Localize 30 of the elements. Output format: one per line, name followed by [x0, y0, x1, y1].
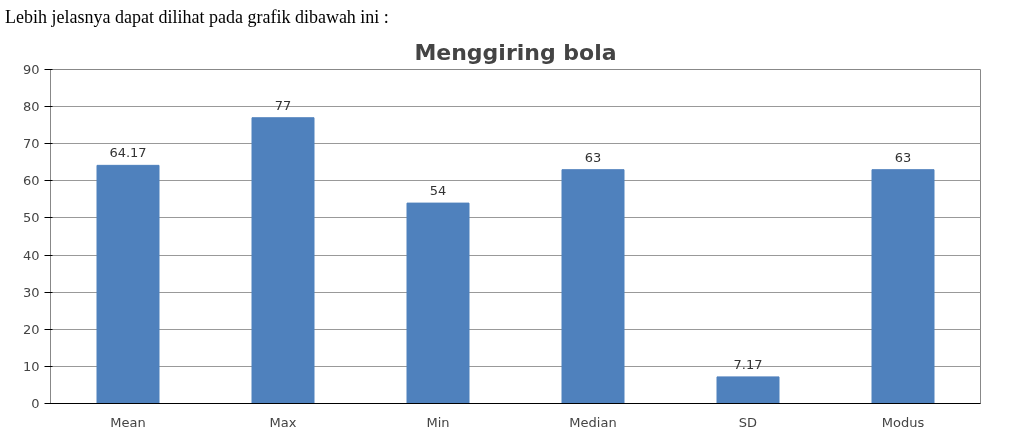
text: Lebih jelasnya dapat dilihat pada grafik dibawah ini : — [5, 6, 389, 29]
x-tick-label: Mean — [110, 414, 146, 430]
y-tick-label: 0 — [31, 396, 40, 411]
data-label: 63 — [894, 149, 912, 165]
data-label: 63 — [584, 149, 602, 165]
y-tick-label: 20 — [22, 321, 40, 337]
x-tick-label: Max — [269, 414, 297, 430]
x-tick-label: SD — [738, 414, 758, 430]
data-label: 64.17 — [109, 145, 147, 161]
y-tick-label: 50 — [22, 210, 40, 226]
bar — [561, 169, 625, 404]
y-tick-label: 40 — [22, 247, 40, 263]
bar — [406, 202, 470, 404]
bar — [251, 117, 315, 404]
x-tick-label: Modus — [881, 414, 925, 430]
data-label: 7.17 — [733, 356, 763, 372]
bar — [96, 164, 160, 404]
y-tick-label: 10 — [22, 358, 40, 374]
bar — [716, 376, 780, 404]
bar — [871, 169, 935, 404]
data-label: 77 — [274, 97, 292, 113]
x-tick-label: Min — [426, 414, 450, 430]
y-tick-label: 80 — [22, 99, 40, 115]
y-tick-label: 60 — [22, 173, 40, 189]
x-tick-label: Median — [569, 414, 617, 430]
y-tick-label: 70 — [22, 136, 40, 152]
chart-title: Menggiring bola — [414, 39, 617, 65]
y-tick-label: 30 — [22, 284, 40, 300]
data-label: 54 — [429, 183, 447, 199]
y-tick-label: 90 — [22, 62, 40, 77]
